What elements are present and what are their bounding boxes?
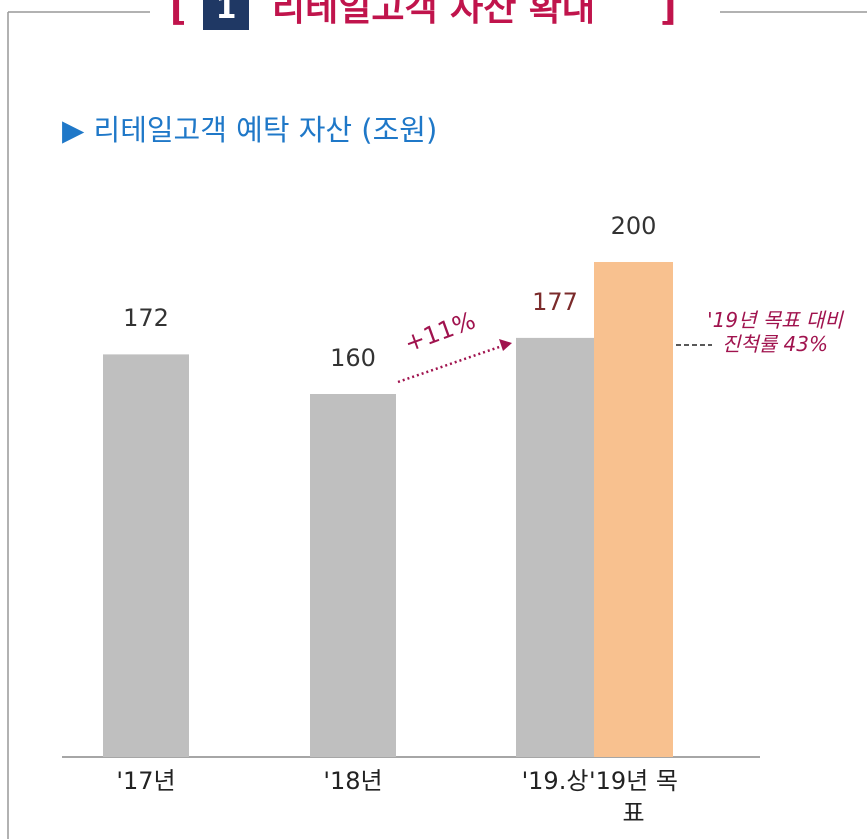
- growth-arrow: [397, 343, 506, 384]
- x-tick-label: '17년: [116, 767, 176, 795]
- number-box: [203, 0, 249, 30]
- value-label: 172: [123, 304, 169, 333]
- x-tick-label: '19.상: [521, 767, 589, 795]
- value-label: 200: [610, 212, 657, 240]
- title-number: 1: [216, 0, 237, 26]
- bar: [594, 262, 673, 757]
- subtitle: ▶ 리테일고객 예탁 자산 (조원): [62, 113, 437, 147]
- arrow-head: [499, 339, 512, 351]
- value-label: 160: [330, 344, 376, 372]
- bar: [310, 394, 396, 757]
- x-tick-label: '18년: [323, 767, 383, 795]
- value-label: 177: [532, 287, 578, 316]
- bar: [516, 337, 594, 757]
- bracket: ]: [660, 0, 676, 29]
- bracket: [: [170, 0, 186, 29]
- chart-title: 리테일고객 자산 확대: [272, 0, 595, 29]
- bar: [103, 354, 189, 757]
- x-tick-label: '19년 목표: [589, 767, 678, 827]
- progress-note: '19년 목표 대비 진척률 43%: [707, 308, 843, 356]
